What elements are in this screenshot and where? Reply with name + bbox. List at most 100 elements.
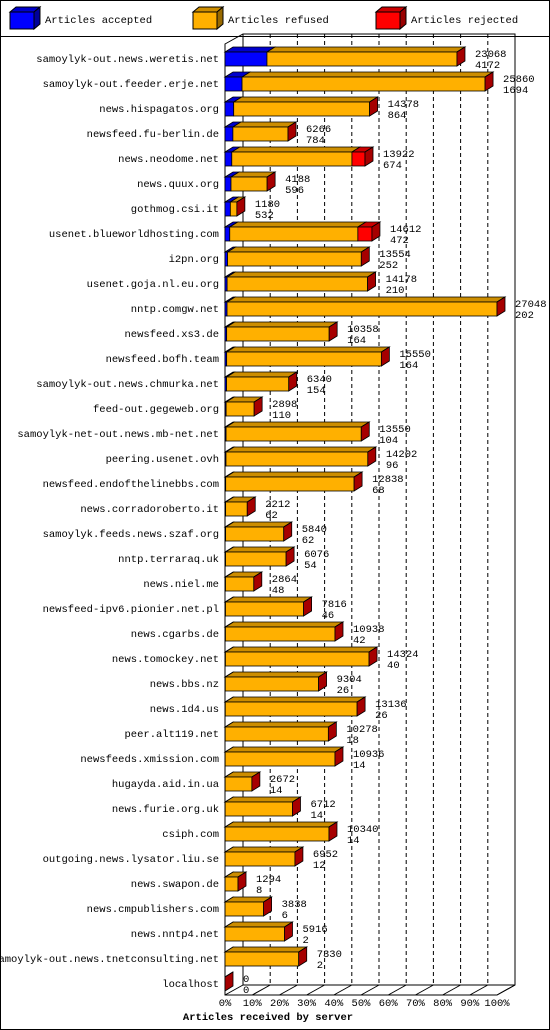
bar-segment bbox=[229, 201, 238, 217]
tick-mark bbox=[251, 984, 271, 996]
total-label: 6076 bbox=[304, 549, 329, 561]
bar-end-cap bbox=[253, 571, 263, 592]
y-tick-label: news.neodome.net bbox=[118, 154, 219, 166]
tick-mark bbox=[469, 984, 489, 996]
total-label: 12838 bbox=[372, 474, 404, 486]
y-tick-label: i2pn.org bbox=[169, 254, 219, 266]
bar-end-cap bbox=[334, 746, 344, 767]
bar-segment bbox=[224, 901, 264, 917]
bar-end-cap bbox=[484, 71, 494, 92]
accepted-label: 14 bbox=[310, 810, 323, 822]
y-tick-label: news.niel.me bbox=[143, 579, 219, 591]
bar-end-cap bbox=[328, 321, 338, 342]
bar-top bbox=[224, 421, 371, 428]
bar-end-cap bbox=[294, 846, 304, 867]
total-label: 7816 bbox=[322, 599, 347, 611]
total-label: 0 bbox=[243, 974, 249, 986]
bar-end-cap bbox=[266, 171, 276, 192]
bar-end-cap bbox=[284, 921, 293, 942]
bar-top bbox=[223, 746, 345, 753]
bar-top bbox=[225, 371, 299, 378]
bar-segment bbox=[225, 476, 355, 492]
bar-end-cap bbox=[283, 521, 293, 542]
bar-segment bbox=[226, 326, 330, 342]
y-tick-label: nntp.terraraq.uk bbox=[118, 554, 219, 566]
total-label: 15550 bbox=[399, 349, 431, 361]
bar-top bbox=[224, 646, 379, 653]
total-label: 10278 bbox=[346, 724, 378, 736]
y-tick-label: localhost bbox=[162, 979, 219, 991]
accepted-label: 62 bbox=[302, 535, 315, 547]
bar-segment bbox=[225, 426, 362, 442]
total-label: 14202 bbox=[386, 449, 418, 461]
bar-segment bbox=[225, 401, 255, 417]
bar-end-cap bbox=[456, 46, 466, 67]
bar-top bbox=[224, 521, 294, 528]
bar-end-cap bbox=[380, 346, 390, 367]
accepted-label: 864 bbox=[388, 110, 407, 122]
bar-top bbox=[223, 721, 338, 728]
bar-top bbox=[225, 296, 507, 303]
legend-label: Articles refused bbox=[228, 15, 329, 27]
accepted-label: 26 bbox=[375, 710, 388, 722]
y-tick-label: news.cmpublishers.com bbox=[87, 904, 219, 916]
y-tick-label: news.swapon.de bbox=[131, 879, 219, 891]
accepted-label: 14 bbox=[347, 835, 360, 847]
bar-end-cap bbox=[224, 971, 234, 992]
tick-mark bbox=[360, 984, 380, 996]
x-tick-label: 80% bbox=[433, 998, 453, 1010]
bar-top bbox=[223, 921, 294, 928]
bar-segment bbox=[225, 651, 370, 667]
accepted-label: 68 bbox=[372, 485, 385, 497]
bar-segment bbox=[224, 676, 319, 692]
bar-segment bbox=[224, 851, 296, 867]
tick-mark bbox=[279, 984, 298, 996]
accepted-label: 54 bbox=[304, 560, 317, 572]
bar-segment bbox=[226, 376, 290, 392]
accepted-label: 532 bbox=[255, 210, 274, 222]
y-tick-label: newsfeed-ipv6.pionier.net.pl bbox=[43, 604, 219, 616]
bar-end-cap bbox=[334, 621, 344, 642]
bar-end-cap bbox=[364, 146, 374, 167]
bar-end-cap bbox=[496, 296, 506, 317]
accepted-label: 96 bbox=[386, 460, 399, 472]
bar-end-cap bbox=[367, 446, 377, 467]
bar-top bbox=[232, 96, 379, 103]
y-tick-label: samoylyk-out.feeder.erje.net bbox=[43, 79, 219, 91]
bar-segment bbox=[224, 926, 285, 942]
total-label: 2212 bbox=[265, 499, 290, 511]
total-label: 5916 bbox=[302, 924, 327, 936]
y-tick-label: samoylyk-out.news.chmurka.net bbox=[36, 379, 219, 391]
bar-segment bbox=[224, 76, 243, 92]
tick-mark bbox=[306, 984, 325, 996]
accepted-label: 210 bbox=[386, 285, 405, 297]
total-label: 14612 bbox=[390, 224, 422, 236]
bar-top bbox=[225, 346, 391, 353]
bar-segment bbox=[224, 176, 232, 192]
y-tick-label: news.1d4.us bbox=[150, 704, 219, 716]
y-tick-label: nntp.comgw.net bbox=[131, 304, 219, 316]
bar-segment bbox=[224, 726, 329, 742]
y-tick-label: outgoing.news.lysator.liu.se bbox=[43, 854, 219, 866]
y-tick-label: news.hispagatos.org bbox=[99, 104, 219, 116]
bar-segment bbox=[231, 151, 353, 167]
bar-end-cap bbox=[246, 496, 256, 517]
total-label: 7330 bbox=[317, 949, 342, 961]
bar-top bbox=[265, 46, 467, 53]
y-tick-label: news.tomockey.net bbox=[112, 654, 219, 666]
total-label: 14324 bbox=[387, 649, 419, 661]
x-tick-label: 30% bbox=[297, 998, 317, 1010]
total-label: 10340 bbox=[347, 824, 379, 836]
accepted-label: 6 bbox=[282, 910, 288, 922]
accepted-label: 12 bbox=[313, 860, 326, 872]
accepted-label: 104 bbox=[379, 435, 398, 447]
bar-segment bbox=[224, 826, 330, 842]
accepted-label: 110 bbox=[272, 410, 291, 422]
bar-end-cap bbox=[328, 821, 338, 842]
bar-segment bbox=[224, 776, 253, 792]
bar-end-cap bbox=[298, 946, 308, 967]
bar-end-cap bbox=[360, 421, 370, 442]
y-tick-label: peering.usenet.ovh bbox=[106, 454, 219, 466]
accepted-label: 4172 bbox=[475, 60, 500, 72]
tick-mark bbox=[333, 984, 353, 996]
